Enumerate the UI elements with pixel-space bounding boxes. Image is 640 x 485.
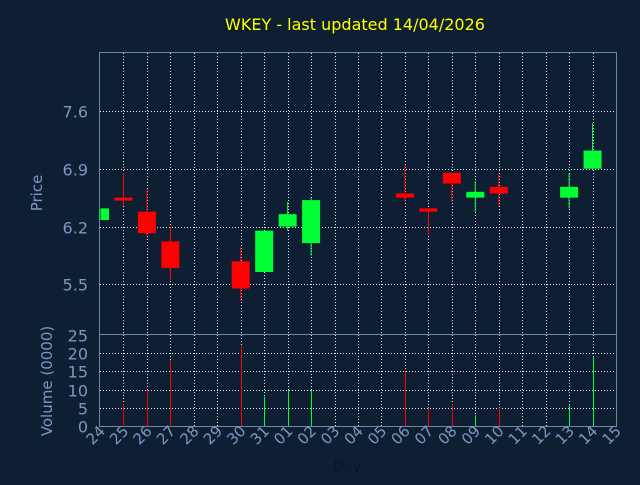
candle-body-09 — [466, 191, 485, 198]
candle-body-27 — [161, 241, 180, 268]
price-grid — [100, 53, 616, 334]
volume-y-tick-label: 25 — [68, 327, 88, 346]
candle-body-02 — [302, 200, 321, 244]
volume-plot-frame — [99, 334, 617, 427]
price-y-tick-label: 6.9 — [63, 161, 88, 180]
volume-y-tick-label: 5 — [78, 400, 88, 419]
price-plot-frame — [99, 52, 617, 335]
candle-body-07 — [419, 208, 438, 212]
candle-body-31 — [255, 230, 274, 273]
x-tick-labels: 2425262728293031010203040506070809101112… — [83, 422, 625, 448]
candle-body-30 — [231, 261, 250, 289]
price-y-tick-label: 5.5 — [63, 276, 88, 295]
candle-body-14 — [583, 150, 602, 169]
candle-body-01 — [278, 214, 297, 227]
price-y-ticks: 5.5 6.2 6.9 7.6 — [63, 103, 88, 295]
candle-body-24 — [101, 208, 109, 220]
volume-y-tick-label: 0 — [78, 418, 88, 437]
x-axis-label: Day — [333, 459, 361, 475]
candle-body-13 — [560, 186, 579, 198]
volume-y-tick-label: 10 — [68, 382, 88, 401]
price-axis-label: Price — [28, 175, 46, 212]
candle-body-06 — [395, 193, 414, 198]
price-y-tick-label: 7.6 — [63, 103, 88, 122]
chart-title: WKEY - last updated 14/04/2026 — [225, 15, 485, 34]
volume-grid — [100, 335, 616, 426]
price-y-tick-label: 6.2 — [63, 219, 88, 238]
volume-y-tick-label: 15 — [68, 363, 88, 382]
candle-body-10 — [489, 186, 508, 194]
volume-y-tick-label: 20 — [68, 345, 88, 364]
candle-body-25 — [114, 197, 133, 201]
volume-bars — [123, 345, 594, 426]
volume-axis-label: Volume (0000) — [38, 326, 56, 436]
candle-body-08 — [442, 172, 461, 184]
candle-body-26 — [137, 211, 156, 234]
candles — [99, 123, 602, 301]
